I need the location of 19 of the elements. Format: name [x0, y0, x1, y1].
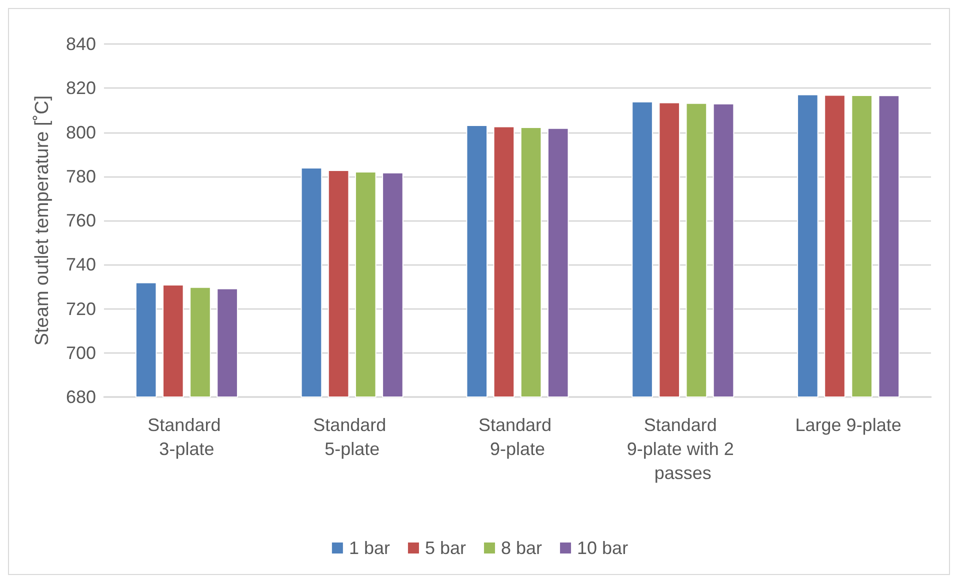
x-tick-label: Standard 9-plate with 2 passes	[626, 415, 739, 483]
x-tick-label: Standard 5-plate	[313, 415, 392, 459]
y-tick-label: 840	[66, 34, 96, 54]
y-tick-label: 700	[66, 342, 96, 363]
y-axis-title: Steam outlet temperature [˚C]	[32, 95, 53, 346]
y-tick-label: 740	[66, 254, 96, 275]
y-tick-label: 800	[66, 122, 96, 142]
x-tick-label: Large 9-plate	[795, 415, 902, 435]
y-tick-label: 720	[66, 298, 96, 319]
x-tick-label: Standard 3-plate	[148, 415, 226, 459]
y-tick-label: 760	[66, 210, 96, 230]
y-tick-label: 780	[66, 166, 96, 186]
legend-label: 8 bar	[500, 538, 542, 558]
y-tick-label: 820	[66, 78, 96, 98]
y-tick-label: 680	[66, 387, 96, 407]
x-tick-label: Standard 9-plate	[478, 415, 557, 459]
legend-label: 1 bar	[348, 538, 390, 558]
legend-label: 10 bar	[577, 538, 628, 558]
legend-label: 5 bar	[424, 538, 466, 558]
